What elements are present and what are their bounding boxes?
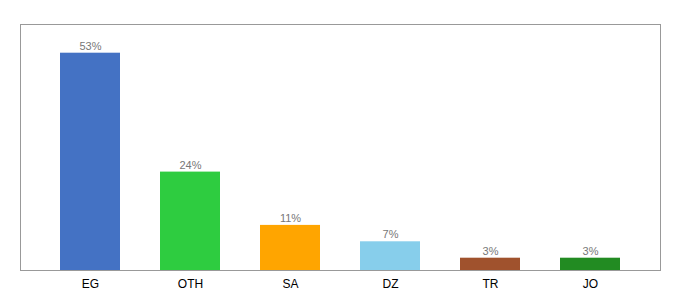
svg-text:3%: 3% [483, 245, 499, 257]
svg-text:53%: 53% [79, 40, 101, 52]
svg-text:11%: 11% [280, 212, 301, 224]
svg-text:OTH: OTH [178, 277, 203, 291]
svg-text:24%: 24% [179, 159, 201, 171]
svg-text:3%: 3% [583, 245, 599, 257]
svg-text:7%: 7% [383, 228, 399, 240]
svg-text:DZ: DZ [383, 277, 399, 291]
svg-text:SA: SA [282, 277, 298, 291]
svg-text:JO: JO [583, 277, 598, 291]
svg-text:EG: EG [82, 277, 99, 291]
svg-text:TR: TR [483, 277, 499, 291]
